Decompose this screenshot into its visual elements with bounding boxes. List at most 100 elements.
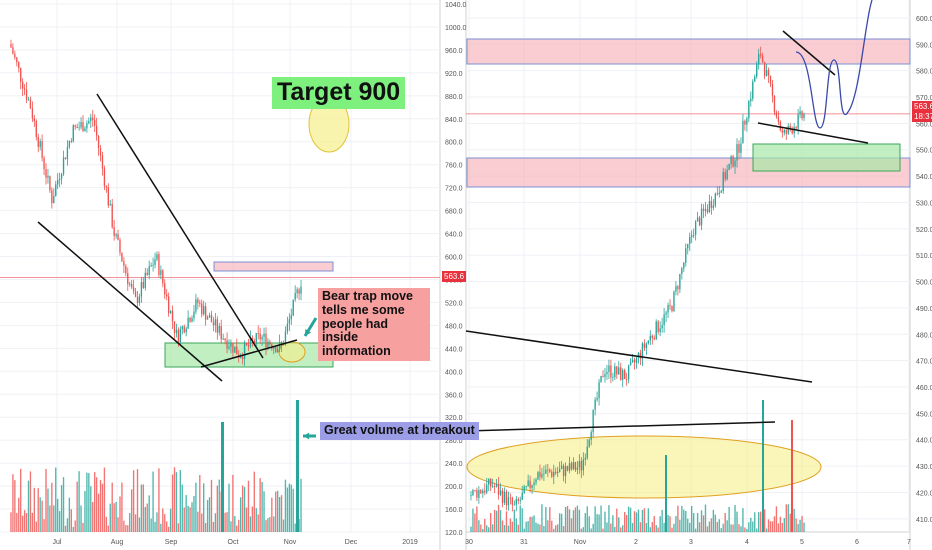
y-tick-label: 600.0: [445, 255, 463, 262]
volume-bar: [535, 522, 537, 532]
candle-body: [495, 484, 498, 487]
candle-body: [105, 186, 108, 188]
candle-body: [665, 312, 667, 315]
candle-body: [771, 83, 774, 96]
volume-bar: [191, 502, 193, 532]
volume-bar: [255, 508, 257, 532]
volume-bar: [521, 508, 523, 532]
candle-body: [501, 490, 504, 503]
candle-body: [781, 130, 784, 133]
candle-body: [206, 317, 209, 320]
volume-bar: [224, 512, 226, 532]
candle-body: [649, 335, 651, 341]
candle-body: [716, 193, 718, 195]
candle-body: [700, 208, 703, 226]
x-tick-label: Sep: [165, 539, 178, 546]
volume-bar: [53, 505, 55, 532]
volume-bar: [728, 507, 730, 532]
candle-body: [21, 81, 24, 89]
candle-body: [738, 144, 740, 153]
candle-body: [251, 337, 254, 341]
volume-bar: [245, 507, 248, 532]
volume-bar: [493, 509, 496, 532]
volume-bar: [261, 481, 263, 532]
candle-body: [43, 157, 45, 170]
volume-bar: [234, 516, 236, 532]
volume-bar: [692, 513, 695, 532]
volume-bar: [37, 488, 39, 532]
volume-bar: [691, 506, 693, 532]
volume-bar: [677, 505, 679, 532]
volume-bar: [193, 496, 195, 532]
x-tick-label: 5: [800, 539, 804, 546]
volume-bar: [177, 523, 180, 532]
candle-body: [537, 472, 539, 480]
volume-bar: [276, 490, 279, 532]
candle-body: [175, 329, 178, 334]
candle-body: [45, 169, 47, 178]
volume-bar: [39, 497, 41, 532]
candle-body: [109, 204, 111, 206]
volume-bar: [187, 505, 189, 532]
candle-body: [216, 319, 219, 333]
candle-body: [58, 178, 61, 181]
candle-body: [718, 192, 720, 195]
volume-bar: [558, 513, 561, 532]
volume-bar: [592, 523, 594, 532]
candle-body: [801, 111, 803, 119]
candle-body: [497, 484, 500, 495]
y-tick-label: 440.0: [916, 438, 932, 445]
candle-body: [692, 234, 695, 236]
candle-body: [92, 117, 94, 120]
candle-body: [493, 485, 496, 487]
volume-bar: [557, 524, 559, 532]
candle-body: [127, 273, 129, 285]
candle-body: [568, 463, 571, 471]
target-annotation: Target 900: [272, 77, 406, 109]
candle-body: [111, 204, 113, 228]
volume-bar: [706, 526, 709, 532]
volume-bar: [631, 522, 634, 532]
volume-bar: [574, 507, 577, 532]
y-tick-label: 880.0: [445, 94, 463, 101]
volume-spike-right: [665, 455, 667, 532]
candle-body: [86, 123, 88, 129]
right-flag-lower-line: [757, 122, 869, 144]
volume-bar: [41, 500, 43, 532]
candle-body: [20, 67, 22, 82]
volume-bar: [726, 520, 728, 532]
candle-body: [620, 367, 622, 380]
candle-body: [146, 272, 148, 275]
candle-body: [90, 117, 92, 121]
candle-body: [631, 359, 634, 362]
volume-bar: [606, 522, 608, 532]
candle-body: [797, 114, 799, 129]
candle-body: [543, 473, 545, 475]
volume-bar: [645, 523, 648, 532]
volume-bar: [639, 522, 642, 532]
volume-bar: [746, 528, 748, 532]
candle-body: [728, 164, 730, 170]
candle-body: [261, 336, 263, 340]
volume-bar: [618, 517, 620, 532]
candle-body: [280, 342, 283, 345]
volume-bar: [136, 469, 139, 532]
volume-bar: [669, 516, 671, 532]
volume-bar: [25, 513, 28, 532]
candle-body: [710, 201, 713, 208]
candle-body: [31, 108, 34, 119]
candle-body: [275, 346, 277, 353]
candle-body: [152, 264, 154, 266]
bear-trap-arrow-head: [305, 329, 312, 336]
candle-body: [292, 299, 294, 316]
candle-body: [183, 326, 185, 333]
candle-body: [687, 243, 689, 249]
volume-bar: [712, 509, 715, 532]
candle-body: [535, 479, 537, 483]
volume-bar: [290, 484, 292, 532]
candle-body: [282, 344, 285, 346]
candle-body: [509, 497, 512, 499]
volume-bar: [635, 512, 638, 532]
candle-body: [156, 254, 158, 260]
volume-bar: [214, 513, 217, 532]
